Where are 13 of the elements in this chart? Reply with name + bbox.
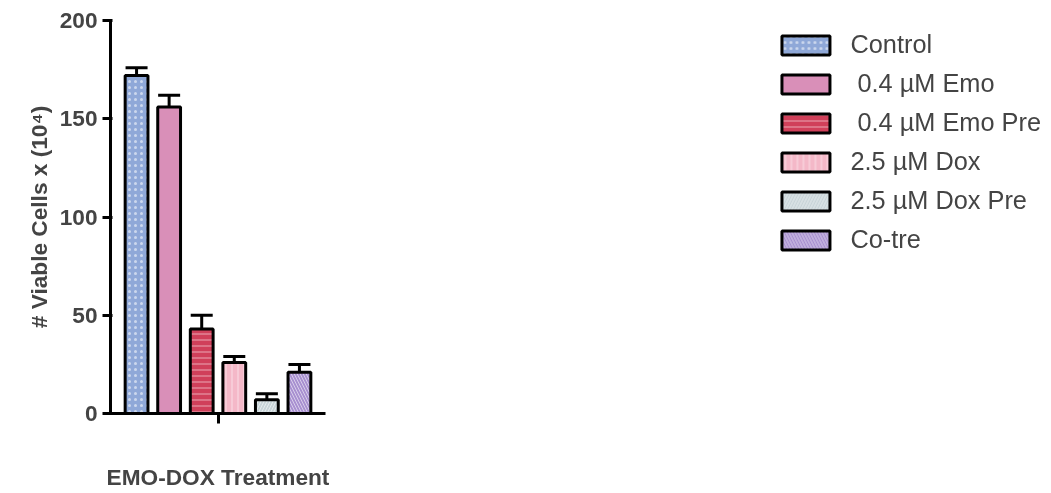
y-axis-title: # Viable Cells x (10⁴) <box>25 105 52 329</box>
legend-label: 0.4 µM Emo <box>856 69 995 98</box>
y-tick-label: 200 <box>59 7 98 33</box>
legend-label: 2.5 µM Dox <box>850 147 981 176</box>
legend-label: Co-tre <box>850 225 921 254</box>
legend-label: 2.5 µM Dox Pre <box>850 186 1027 215</box>
legend-label: 0.4 µM Emo Pre <box>856 108 1041 137</box>
x-axis-title: EMO-DOX Treatment <box>106 463 330 490</box>
y-tick-label: 0 <box>84 400 98 426</box>
legend-label: Control <box>850 30 933 59</box>
y-tick-label: 100 <box>59 203 98 230</box>
y-tick-label: 50 <box>72 301 98 328</box>
y-tick-label: 150 <box>59 105 98 132</box>
